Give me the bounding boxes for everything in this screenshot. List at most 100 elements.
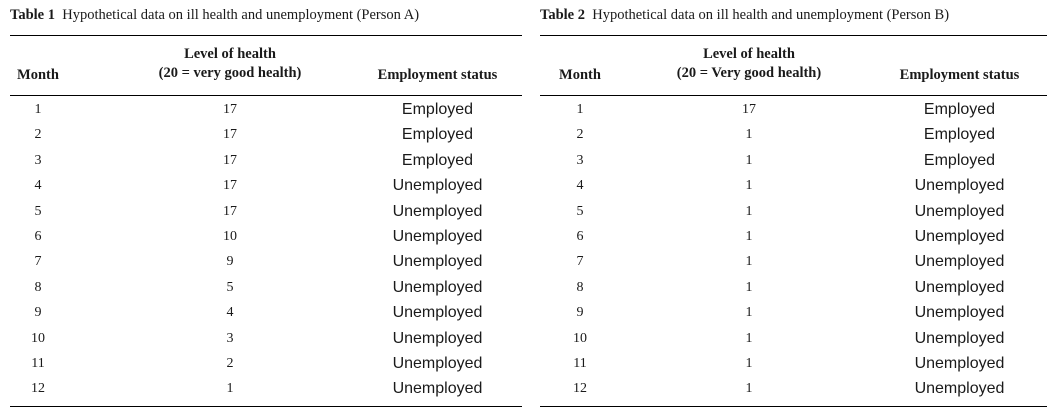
cell-month: 3: [34, 152, 42, 168]
cell-health: 1: [745, 178, 753, 194]
cell-month: 12: [31, 381, 45, 397]
cell-month: 11: [573, 355, 587, 371]
table-row: 5 1 Unemployed: [540, 199, 1047, 224]
cell-employment-status: Unemployed: [914, 380, 1005, 398]
header-level-of-health: Level of health (20 = Very good health): [640, 45, 858, 83]
cell-employment-status: Unemployed: [914, 202, 1005, 220]
cell-health: 3: [226, 330, 234, 346]
table-row: 6 1 Unemployed: [540, 224, 1047, 249]
cell-employment-status: Employed: [923, 126, 996, 144]
header-month: Month: [17, 67, 59, 83]
table-top-rule: [540, 35, 1047, 36]
table-caption-text: Hypothetical data on ill health and unem…: [62, 7, 420, 23]
table-row: 2 17 Employed: [10, 122, 522, 147]
cell-month: 11: [31, 355, 45, 371]
table-caption-text: Hypothetical data on ill health and unem…: [592, 7, 950, 23]
cell-health: 17: [223, 152, 237, 168]
cell-employment-status: Unemployed: [392, 304, 483, 322]
table-row: 9 4 Unemployed: [10, 300, 522, 325]
table-top-rule: [10, 35, 522, 36]
header-health-line2: (20 = Very good health): [676, 65, 822, 81]
cell-employment-status: Unemployed: [914, 304, 1005, 322]
table-person-b: Table 2 Hypothetical data on ill health …: [540, 0, 1047, 407]
header-employment-status: Employment status: [377, 67, 498, 83]
table-row: 3 1 Employed: [540, 148, 1047, 173]
cell-employment-status: Employed: [923, 101, 996, 118]
cell-employment-status: Employed: [401, 151, 474, 169]
cell-employment-status: Unemployed: [392, 202, 483, 220]
table-row: 6 10 Unemployed: [10, 224, 522, 249]
table-row: 11 2 Unemployed: [10, 351, 522, 376]
cell-health: 17: [223, 127, 237, 143]
table-header: Month Level of health (20 = Very good he…: [540, 36, 1047, 95]
cell-health: 17: [223, 102, 237, 117]
table-caption-label: Table 2: [540, 7, 585, 23]
cell-health: 2: [226, 355, 234, 371]
cell-month: 7: [34, 254, 42, 270]
cell-month: 5: [576, 203, 584, 219]
cell-month: 2: [576, 127, 584, 143]
cell-health: 1: [745, 381, 753, 397]
cell-employment-status: Unemployed: [392, 278, 483, 296]
table-row: 5 17 Unemployed: [10, 199, 522, 224]
cell-employment-status: Unemployed: [392, 354, 483, 372]
cell-month: 8: [576, 279, 584, 295]
cell-month: 6: [34, 228, 42, 244]
table-caption: Table 2 Hypothetical data on ill health …: [540, 0, 1047, 30]
table-bottom-rule: [10, 405, 522, 407]
cell-month: 5: [34, 203, 42, 219]
cell-employment-status: Unemployed: [392, 227, 483, 245]
cell-month: 1: [576, 102, 584, 117]
table-row: 12 1 Unemployed: [10, 376, 522, 401]
cell-month: 8: [34, 279, 42, 295]
cell-employment-status: Unemployed: [914, 329, 1005, 347]
table-body: 1 17 Employed 2 17 Employed 3 17 Employed 4 17 Unem…: [10, 96, 522, 402]
cell-employment-status: Employed: [401, 101, 474, 118]
cell-health: 1: [745, 203, 753, 219]
cell-employment-status: Unemployed: [392, 329, 483, 347]
table-row: 10 3 Unemployed: [10, 326, 522, 351]
cell-employment-status: Unemployed: [914, 354, 1005, 372]
cell-health: 17: [742, 102, 756, 117]
cell-health: 1: [745, 305, 753, 321]
table-header-rule: [10, 95, 522, 96]
table-row: 1 17 Employed: [10, 97, 522, 122]
table-row: 9 1 Unemployed: [540, 300, 1047, 325]
cell-employment-status: Unemployed: [914, 227, 1005, 245]
cell-month: 1: [34, 102, 42, 117]
cell-month: 3: [576, 152, 584, 168]
table-caption: Table 1 Hypothetical data on ill health …: [10, 0, 522, 30]
cell-employment-status: Unemployed: [914, 278, 1005, 296]
cell-employment-status: Unemployed: [914, 253, 1005, 271]
cell-health: 4: [226, 305, 234, 321]
cell-health: 1: [745, 279, 753, 295]
table-bottom-rule: [540, 405, 1047, 407]
table-row: 7 1 Unemployed: [540, 249, 1047, 274]
cell-health: 1: [745, 228, 753, 244]
table-row: 11 1 Unemployed: [540, 351, 1047, 376]
cell-health: 9: [226, 254, 234, 270]
cell-health: 10: [223, 228, 237, 244]
header-month: Month: [559, 67, 601, 83]
table-row: 8 1 Unemployed: [540, 275, 1047, 300]
table-caption-label: Table 1: [10, 7, 55, 23]
cell-month: 2: [34, 127, 42, 143]
header-health-line2: (20 = very good health): [158, 65, 302, 81]
table-header: Month Level of health (20 = very good he…: [10, 36, 522, 95]
table-row: 12 1 Unemployed: [540, 376, 1047, 401]
cell-employment-status: Employed: [923, 151, 996, 169]
header-level-of-health: Level of health (20 = very good health): [120, 45, 340, 83]
cell-health: 1: [226, 381, 234, 397]
cell-health: 17: [223, 178, 237, 194]
header-health-line1: Level of health: [184, 46, 276, 62]
cell-health: 1: [745, 355, 753, 371]
cell-month: 9: [34, 305, 42, 321]
cell-month: 10: [573, 330, 587, 346]
cell-month: 9: [576, 305, 584, 321]
cell-health: 17: [223, 203, 237, 219]
cell-employment-status: Unemployed: [392, 177, 483, 195]
cell-employment-status: Employed: [401, 126, 474, 144]
table-header-rule: [540, 95, 1047, 96]
cell-employment-status: Unemployed: [392, 380, 483, 398]
